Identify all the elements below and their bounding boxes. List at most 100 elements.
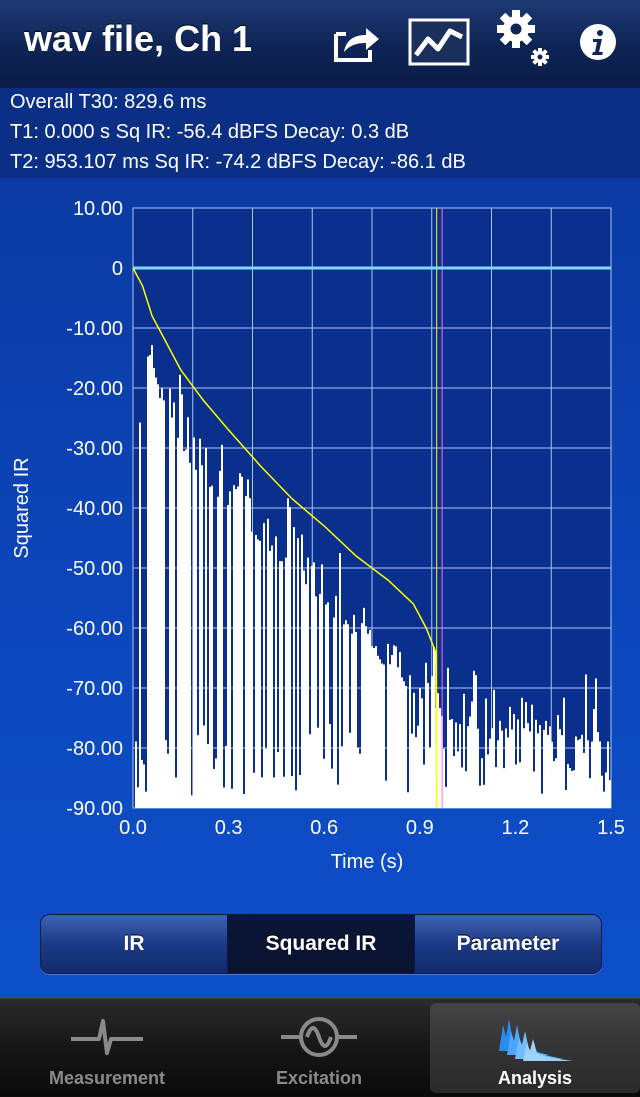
tab-excitation[interactable]: Excitation	[214, 1003, 424, 1093]
ir-sample-bar	[503, 768, 505, 808]
ir-sample-bar	[377, 655, 379, 808]
chart-view-button[interactable]	[408, 12, 470, 72]
ir-sample-bar	[593, 709, 595, 808]
ir-sample-bar	[591, 741, 593, 808]
ir-sample-bar	[267, 518, 269, 808]
ir-sample-bar	[185, 449, 187, 808]
ir-sample-bar	[251, 531, 253, 808]
ir-sample-bar	[581, 734, 583, 808]
ir-sample-bar	[161, 388, 163, 808]
ir-sample-bar	[497, 740, 499, 808]
y-tick-label: -60.00	[66, 618, 123, 640]
settings-button[interactable]	[494, 8, 554, 68]
ir-sample-bar	[169, 388, 171, 808]
ir-sample-bar	[405, 685, 407, 808]
ir-sample-bar	[245, 496, 247, 808]
ir-sample-bar	[283, 776, 285, 808]
tab-label-measurement: Measurement	[48, 1068, 166, 1088]
ir-sample-bar	[159, 397, 161, 808]
ir-sample-bar	[481, 758, 483, 808]
ir-sample-bar	[273, 777, 275, 808]
ir-sample-bar	[165, 740, 167, 808]
ir-sample-bar	[301, 534, 303, 808]
ir-sample-bar	[269, 550, 271, 808]
ir-sample-bar	[179, 374, 181, 808]
ir-sample-bar	[387, 643, 389, 808]
ir-sample-bar	[599, 741, 601, 808]
ir-sample-bar	[577, 740, 579, 808]
ir-sample-bar	[231, 788, 233, 808]
ir-sample-bar	[327, 602, 329, 808]
ir-sample-bar	[415, 737, 417, 808]
share-icon	[334, 28, 379, 62]
ir-sample-bar	[517, 719, 519, 808]
navigation-bar: wav file, Ch 1	[0, 0, 640, 89]
ir-sample-bar	[461, 767, 463, 808]
ir-sample-bar	[257, 539, 259, 808]
ir-sample-bar	[501, 730, 503, 808]
ir-sample-bar	[151, 345, 153, 808]
ir-sample-bar	[287, 498, 289, 808]
ir-sample-bar	[199, 438, 201, 808]
ir-sample-bar	[141, 759, 143, 808]
tab-measurement[interactable]: Measurement	[2, 1003, 212, 1093]
ir-sample-bar	[401, 677, 403, 808]
ir-sample-bar	[305, 584, 307, 808]
y-tick-label: -40.00	[66, 498, 123, 520]
ir-sample-bar	[443, 748, 445, 808]
ir-sample-bar	[359, 753, 361, 808]
ir-sample-bar	[595, 678, 597, 808]
ir-sample-bar	[307, 557, 309, 808]
ir-sample-bar	[491, 728, 493, 808]
t2-cursor-text: T2: 953.107 ms Sq IR: -74.2 dBFS Decay: …	[10, 151, 466, 173]
ir-sample-bar	[475, 675, 477, 808]
ir-sample-bar	[559, 729, 561, 808]
ir-sample-bar	[493, 689, 495, 808]
line-chart-icon	[408, 18, 470, 66]
segment-ir[interactable]: IR	[41, 915, 228, 973]
ir-sample-bar	[211, 485, 213, 808]
x-tick-label: 1.2	[501, 817, 529, 839]
ir-sample-bar	[457, 751, 459, 808]
share-button[interactable]	[330, 12, 384, 72]
ir-sample-bar	[399, 652, 401, 808]
ir-sample-bar	[239, 473, 241, 808]
ir-sample-bar	[289, 507, 291, 808]
ir-sample-bar	[153, 368, 155, 808]
ir-sample-bar	[573, 770, 575, 808]
ir-sample-bar	[299, 775, 301, 808]
ir-sample-bar	[243, 794, 245, 808]
y-tick-label: -90.00	[66, 798, 123, 820]
ir-sample-bar	[419, 688, 421, 808]
ir-sample-bar	[345, 620, 347, 808]
ir-sample-bar	[509, 706, 511, 808]
ir-sample-bar	[203, 725, 205, 808]
ir-sample-bar	[225, 745, 227, 808]
ir-sample-bar	[537, 733, 539, 808]
ir-sample-bar	[533, 771, 535, 808]
tab-analysis[interactable]: Analysis	[430, 1003, 640, 1093]
ir-sample-bar	[583, 752, 585, 808]
ir-sample-bar	[255, 534, 257, 808]
ir-sample-bar	[437, 693, 439, 808]
ir-sample-bar	[411, 733, 413, 808]
ir-sample-bar	[587, 740, 589, 808]
ir-sample-bar	[309, 734, 311, 808]
ir-sample-bar	[555, 758, 557, 808]
ir-sample-bar	[311, 565, 313, 808]
ir-sample-bar	[261, 777, 263, 808]
ir-sample-bar	[473, 670, 475, 808]
info-button[interactable]	[576, 12, 620, 72]
ir-sample-bar	[505, 728, 507, 808]
ir-sample-bar	[607, 741, 609, 808]
ir-sample-bar	[483, 784, 485, 808]
ir-sample-bar	[325, 604, 327, 808]
ir-sample-bar	[553, 761, 555, 808]
ir-sample-bar	[561, 735, 563, 808]
ir-sample-bar	[349, 732, 351, 808]
tab-label-excitation: Excitation	[275, 1068, 363, 1088]
ir-sample-bar	[367, 633, 369, 808]
segment-squared-ir[interactable]: Squared IR	[228, 915, 415, 973]
segment-parameter[interactable]: Parameter	[415, 915, 601, 973]
squared-ir-chart[interactable]: 10.00 0 -10.00 -20.00 -30.00 -40.00 -50.00 -60.…	[0, 178, 640, 914]
